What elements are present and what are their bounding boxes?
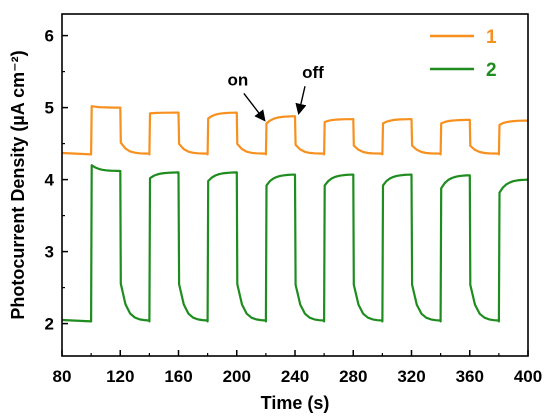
annotation-arrow-on <box>243 93 266 122</box>
series-2-trace <box>62 164 529 323</box>
legend-label-1: 1 <box>486 27 497 48</box>
annotation-arrow-off <box>295 86 307 115</box>
legend-label-2: 2 <box>486 60 497 81</box>
annotations: on off <box>227 63 324 122</box>
y-tick-label: 3 <box>45 243 54 262</box>
y-axis-ticks: 2 3 4 5 6 <box>45 27 68 334</box>
legend: 12 <box>430 27 497 81</box>
plot-area <box>61 13 529 357</box>
y-tick-label: 6 <box>45 27 54 46</box>
x-tick-label: 160 <box>164 367 192 386</box>
series-layer <box>62 105 529 323</box>
y-tick-label: 5 <box>45 99 54 118</box>
y-axis-title: Photocurrent Density (µA cm⁻²) <box>8 50 28 319</box>
y-tick-label: 2 <box>45 315 54 334</box>
x-axis-ticks: 80 120 160 200 240 280 320 360 400 <box>53 350 542 386</box>
x-tick-label: 120 <box>106 367 134 386</box>
y-tick-label: 4 <box>45 171 55 190</box>
x-tick-label: 200 <box>223 367 251 386</box>
series-1-trace <box>62 105 528 156</box>
annotation-on: on <box>227 70 248 89</box>
x-tick-label: 400 <box>514 367 542 386</box>
annotation-off: off <box>302 63 324 82</box>
x-axis-title: Time (s) <box>261 393 330 413</box>
x-tick-label: 240 <box>281 367 309 386</box>
x-tick-label: 360 <box>456 367 484 386</box>
x-tick-label: 280 <box>339 367 367 386</box>
x-tick-label: 320 <box>397 367 425 386</box>
x-tick-label: 80 <box>53 367 72 386</box>
